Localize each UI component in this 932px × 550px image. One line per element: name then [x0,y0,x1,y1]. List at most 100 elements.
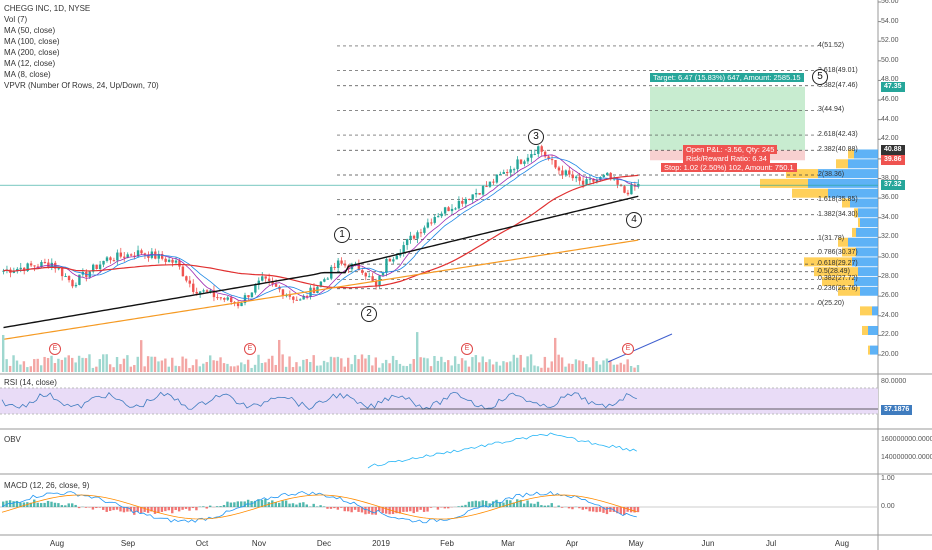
macd-line [1,491,637,524]
macd-histogram-bar [474,500,478,507]
candle-body [592,178,595,182]
volume-bar [309,361,312,372]
macd-histogram-bar [405,507,409,512]
price-tick-label: 54.00 [881,17,899,25]
macd-histogram-bar [188,507,191,511]
volume-bar [271,355,274,372]
volume-bar [119,364,122,372]
volume-bar [485,362,488,372]
macd-histogram-bar [298,502,302,507]
candle-body [240,302,243,307]
volume-bar [102,354,105,372]
volume-bar [91,367,95,372]
volume-bar [629,366,633,372]
legend-ma100[interactable]: MA (100, close) [4,37,60,46]
candle-body [333,266,336,268]
volume-bar [84,358,88,372]
candle-body [468,198,471,200]
legend-ma8[interactable]: MA (8, close) [4,70,51,79]
candle-body [495,174,499,183]
legend-symbol[interactable]: CHEGG INC, 1D, NYSE [4,4,91,13]
macd-histogram-bar [505,499,509,507]
macd-histogram-bar [167,507,170,511]
candle-body [619,184,623,187]
volume-bar [374,357,377,372]
macd-histogram-bar [547,505,550,507]
candle-body [361,270,364,273]
macd-histogram-bar [2,501,5,507]
rsi-title[interactable]: RSI (14, close) [4,378,57,387]
volume-bar [512,354,515,372]
volume-bar [495,361,498,372]
macd-histogram-bar [560,507,564,508]
volume-bar [29,366,32,372]
macd-histogram-bar [278,502,281,507]
candle-body [161,254,164,259]
volume-bar [288,356,291,372]
fib-level-label: 1(31.78) [818,235,845,243]
macd-title[interactable]: MACD (12, 26, close, 9) [4,481,90,490]
volume-bar [588,367,591,372]
time-axis-label: Dec [316,539,332,548]
macd-histogram-bar [350,507,353,513]
volume-bar [333,357,336,372]
volume-bar [77,355,81,372]
macd-histogram-bar [95,507,98,509]
obv-title[interactable]: OBV [4,435,21,444]
earnings-marker: E [244,343,256,356]
macd-histogram-bar [229,502,233,507]
macd-histogram-bar [140,507,143,514]
legend-vol[interactable]: Vol (7) [4,15,28,24]
volume-bar [60,359,64,372]
macd-histogram-bar [481,500,484,507]
fib-level-label: 1.618(35.85) [818,195,858,203]
wave-label: 2 [361,305,377,322]
candle-body [43,262,47,264]
macd-histogram-bar [509,500,512,507]
macd-signal-line [1,494,637,520]
macd-histogram-bar [591,507,595,512]
volume-bar [74,362,77,372]
candle-body [571,174,574,179]
vpvr-up-bar [850,198,878,208]
volume-bar [164,358,167,372]
legend-ma50[interactable]: MA (50, close) [4,26,56,35]
macd-histogram-bar [129,507,133,512]
macd-histogram-bar [616,507,619,514]
candle-body [485,186,488,188]
volume-bar [209,355,212,372]
volume-bar [53,363,57,372]
vpvr-up-bar [854,149,878,159]
candle-body [454,208,457,210]
candle-body [302,295,305,300]
macd-histogram-bar [326,507,329,509]
candle-body [488,181,492,187]
volume-bar [222,363,226,372]
volume-bar [343,366,346,372]
candle-body [112,260,116,262]
candle-body [92,264,95,272]
volume-bar [464,360,467,372]
legend-ma12[interactable]: MA (12, close) [4,59,56,68]
macd-histogram-bar [74,504,77,507]
volume-bar [298,366,302,372]
volume-trendline [607,333,673,363]
candle-body [247,295,250,298]
volume-bar [498,365,502,372]
macd-histogram-bar [381,507,384,514]
candle-body [575,176,578,179]
legend-vpvr[interactable]: VPVR (Number Of Rows, 24, Up/Down, 70) [4,81,159,90]
vpvr-up-bar [870,345,878,355]
legend-ma200[interactable]: MA (200, close) [4,48,60,57]
candle-body [585,179,588,185]
target-zone [650,86,805,151]
candle-body [506,172,509,174]
volume-bar [488,359,491,372]
macd-histogram-bar [257,499,260,507]
volume-bar [246,359,250,372]
earnings-marker: E [461,343,473,356]
macd-histogram-bar [157,507,160,513]
macd-histogram-bar [529,503,533,507]
